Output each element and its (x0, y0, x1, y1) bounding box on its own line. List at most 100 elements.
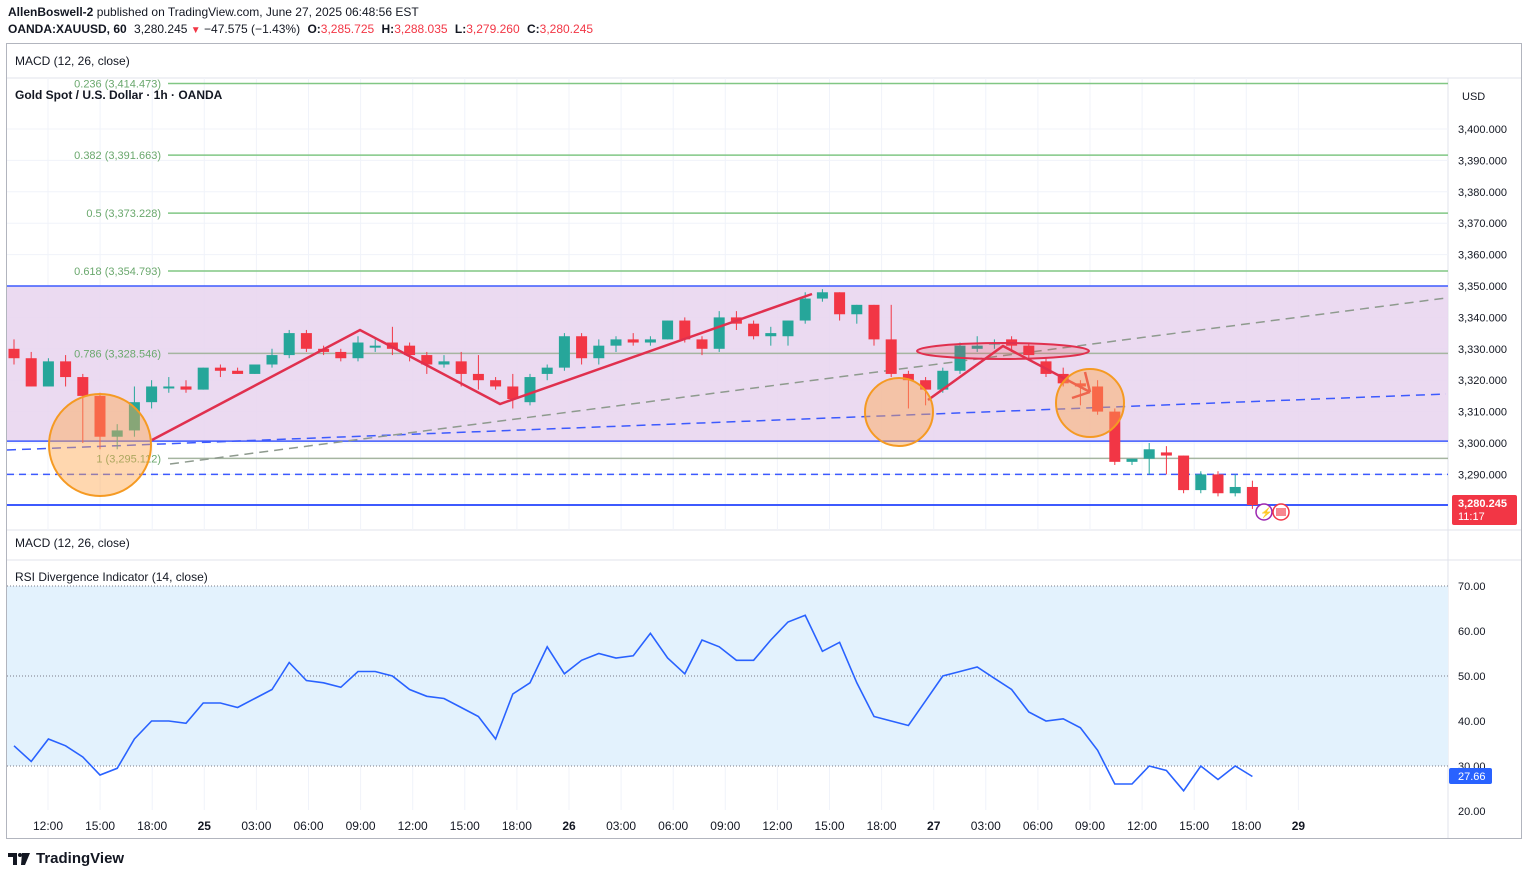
price-tag-countdown: 11:17 (1458, 511, 1485, 523)
currency-label[interactable]: USD (1462, 91, 1485, 103)
candle-down (576, 336, 588, 359)
highlight-circle (48, 393, 152, 497)
candle-down (679, 320, 691, 340)
candle-up (369, 345, 381, 348)
candle-up (197, 367, 209, 390)
time-tick-label: 18:00 (137, 819, 167, 833)
arrow-head (1071, 390, 1091, 400)
arrow-tail (1083, 371, 1092, 393)
time-tick-label: 15:00 (85, 819, 115, 833)
time-tick-label: 03:00 (606, 819, 636, 833)
fib-level-label: 1 (3,295.112) (96, 453, 161, 465)
candle-down (490, 380, 502, 387)
macd-label-mid[interactable]: MACD (12, 26, close) (15, 536, 130, 550)
candle-up (249, 364, 261, 374)
candle-up (524, 377, 536, 403)
time-tick-label: 12:00 (398, 819, 428, 833)
high-label: H: (381, 22, 395, 36)
candle-down (1092, 386, 1104, 412)
candle-up (128, 402, 140, 431)
price-change: −47.575 (−1.43%) (204, 22, 301, 36)
time-tick-label: 12:00 (762, 819, 792, 833)
candle-down (421, 355, 433, 365)
close-value: 3,280.245 (539, 22, 594, 36)
highlight-circle (864, 377, 934, 447)
publish-info: AllenBoswell-2 published on TradingView.… (8, 5, 419, 19)
author-name[interactable]: AllenBoswell-2 (8, 5, 94, 19)
candle-down (8, 348, 20, 359)
rising-trendline-gray (169, 297, 1447, 465)
time-tick-label: 15:00 (814, 819, 844, 833)
rsi-tick-label: 50.00 (1458, 671, 1486, 683)
time-tick-label: 18:00 (867, 819, 897, 833)
main-chart-title: Gold Spot / U.S. Dollar · 1h · OANDA (15, 88, 223, 102)
lightning-icon[interactable] (1255, 503, 1273, 521)
candle-down (696, 339, 708, 349)
symbol-ohlc-line: OANDA:XAUUSD, 60 3,280.245 ▼ −47.575 (−1… (8, 22, 593, 36)
symbol-label[interactable]: OANDA:XAUUSD, 60 (8, 22, 127, 36)
candle-down (232, 370, 244, 374)
time-tick-label: 25 (198, 819, 212, 833)
time-tick-label: 15:00 (450, 819, 480, 833)
rsi-tick-label: 70.00 (1458, 581, 1486, 593)
time-tick-label: 06:00 (1023, 819, 1053, 833)
candle-down (77, 377, 89, 396)
candle-down (748, 323, 760, 337)
candle-down (1074, 383, 1086, 387)
price-tick-label: 3,400.000 (1458, 124, 1507, 136)
candle-up (111, 430, 123, 437)
candle-down (180, 386, 192, 390)
candle-up (1195, 474, 1207, 491)
price-tick-label: 3,330.000 (1458, 344, 1507, 356)
close-label: C: (526, 22, 540, 36)
low-label: L: (454, 22, 467, 36)
price-tick-label: 3,340.000 (1458, 312, 1507, 324)
price-tick-label: 3,290.000 (1458, 469, 1507, 481)
time-tick-label: 26 (562, 819, 576, 833)
open-value: 3,285.725 (320, 22, 375, 36)
down-arrow-icon: ▼ (190, 25, 201, 36)
price-tick-label: 3,370.000 (1458, 218, 1507, 230)
candle-up (352, 342, 364, 359)
time-tick-label: 03:00 (971, 819, 1001, 833)
tradingview-brand: TradingView (36, 850, 125, 867)
price-tick-label: 3,310.000 (1458, 407, 1507, 419)
candle-up (1143, 449, 1155, 459)
fib-level-label: 0.618 (3,354.793) (74, 266, 161, 278)
candle-down (834, 292, 846, 315)
candle-up (765, 333, 777, 337)
tradingview-logo[interactable]: TradingView (8, 850, 124, 867)
candle-down (902, 373, 914, 381)
candle-down (472, 373, 484, 381)
candle-up (713, 317, 725, 349)
candle-up (1126, 458, 1138, 462)
candle-down (455, 361, 467, 374)
rsi-tag-box (1449, 768, 1492, 784)
rsi-tag-value: 27.66 (1458, 771, 1486, 783)
time-tick-label: 03:00 (241, 819, 271, 833)
time-tick-label: 09:00 (710, 819, 740, 833)
candle-up (662, 320, 674, 340)
candle-down (386, 342, 398, 349)
macd-label-top[interactable]: MACD (12, 26, close) (15, 54, 130, 68)
rsi-label[interactable]: RSI Divergence Indicator (14, close) (15, 570, 208, 584)
candle-down (1160, 452, 1172, 456)
price-tick-label: 3,380.000 (1458, 187, 1507, 199)
candle-down (60, 361, 72, 378)
time-tick-label: 27 (927, 819, 941, 833)
candle-down (1246, 486, 1258, 506)
range-zone (7, 286, 1448, 442)
zigzag-pattern-line-2 (927, 344, 1091, 402)
lightning-glyph: ⚡ (1260, 506, 1272, 519)
candle-up (644, 339, 656, 343)
candle-down (1178, 455, 1190, 491)
event-icons[interactable]: ⚡ (1255, 503, 1290, 521)
candle-down (868, 304, 880, 340)
price-tick-label: 3,390.000 (1458, 155, 1507, 167)
fib-level-label: 0.786 (3,328.546) (74, 348, 161, 360)
candle-up (1229, 486, 1241, 494)
candle-up (266, 355, 278, 365)
candle-up (541, 367, 553, 374)
candle-up (851, 304, 863, 315)
